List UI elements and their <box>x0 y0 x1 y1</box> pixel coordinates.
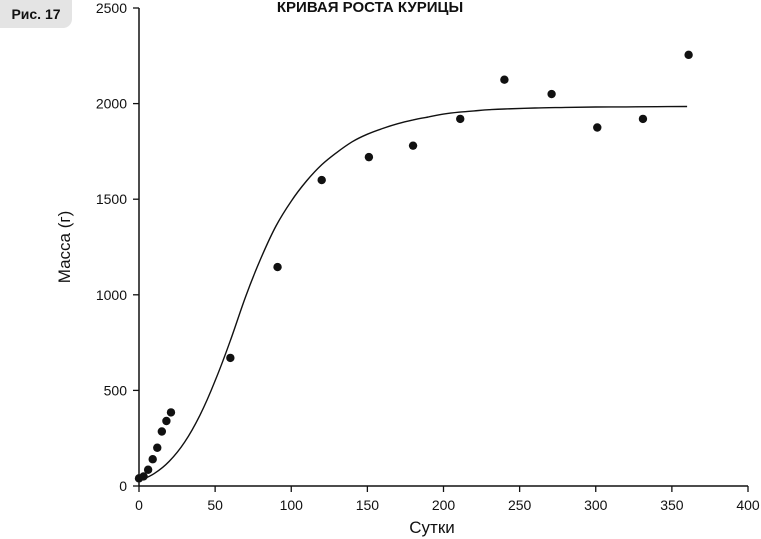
x-tick-label: 150 <box>356 497 380 513</box>
data-point <box>684 50 693 60</box>
y-tick-label: 1500 <box>96 191 127 207</box>
x-tick-label: 300 <box>584 497 608 513</box>
data-point <box>139 472 148 481</box>
x-tick-label: 400 <box>736 497 760 513</box>
data-point <box>143 465 153 474</box>
y-tick-label: 500 <box>104 382 128 398</box>
x-tick-label: 200 <box>432 497 456 513</box>
data-point <box>153 443 162 452</box>
x-axis-title: Сутки <box>409 518 455 537</box>
x-tick-label: 100 <box>280 497 304 513</box>
figure-label: Рис. 17 <box>0 0 72 28</box>
data-point <box>638 114 648 124</box>
y-tick-label: 2000 <box>96 96 127 112</box>
data-point <box>547 89 556 99</box>
chart-title: КРИВАЯ РОСТА КУРИЦЫ <box>277 0 463 16</box>
data-point <box>166 408 176 417</box>
y-axis-title: Масса (г) <box>55 211 74 284</box>
data-point <box>273 262 282 272</box>
ticks: 0 50 100 150 200 250 300 350 400 0 500 1000 1500 2000… <box>96 0 760 513</box>
y-tick-label: 1000 <box>96 287 127 303</box>
data-point <box>148 455 157 464</box>
data-point <box>226 353 235 363</box>
x-tick-label: 50 <box>207 497 223 513</box>
data-point <box>593 123 602 132</box>
data-point <box>456 114 465 124</box>
data-point <box>500 75 509 84</box>
x-tick-label: 0 <box>135 497 143 513</box>
x-tick-label: 350 <box>660 497 684 513</box>
data-point <box>157 427 167 436</box>
axes <box>138 8 748 487</box>
y-tick-label: 0 <box>119 478 127 494</box>
data-points <box>134 50 693 483</box>
data-point <box>317 175 326 185</box>
fitted-curve <box>138 105 688 482</box>
data-point <box>364 152 374 162</box>
x-tick-label: 250 <box>508 497 532 513</box>
data-point <box>162 416 171 426</box>
data-point <box>408 141 418 150</box>
y-tick-label: 2500 <box>96 0 127 16</box>
